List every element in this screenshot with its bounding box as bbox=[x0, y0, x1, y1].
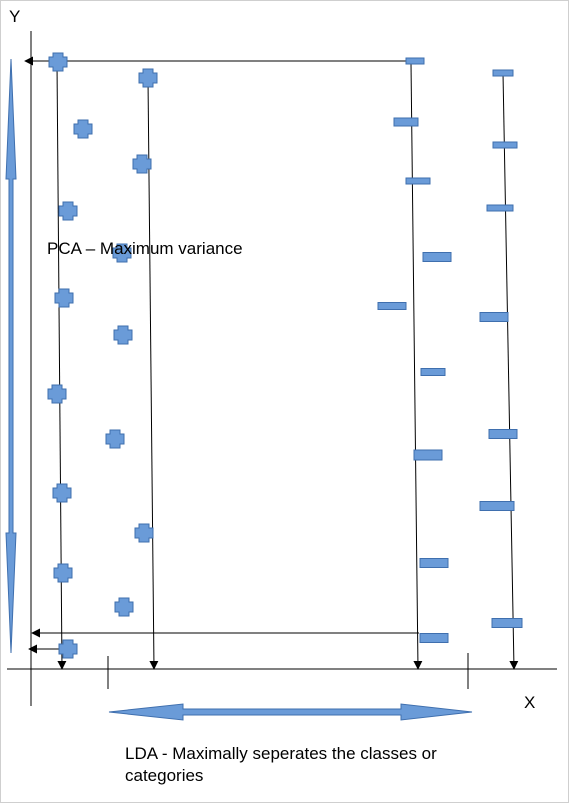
class-a-point-2 bbox=[139, 69, 157, 87]
class-b-point-2 bbox=[394, 118, 418, 126]
projection-arrow-class-b-1 bbox=[411, 63, 418, 669]
class-a-point-14 bbox=[115, 598, 133, 616]
class-b-point-10 bbox=[421, 369, 445, 376]
class-a-point-13 bbox=[54, 564, 72, 582]
class-b-point-3 bbox=[406, 178, 430, 184]
class-a-point-11 bbox=[53, 484, 71, 502]
class-b-point-9 bbox=[480, 313, 508, 322]
x-axis-label: X bbox=[524, 693, 535, 713]
projection-arrow-class-b-2 bbox=[503, 73, 514, 669]
class-b-point-1 bbox=[406, 58, 424, 64]
class-b-points bbox=[378, 58, 522, 643]
class-b-point-5 bbox=[493, 142, 517, 148]
class-a-point-12 bbox=[135, 524, 153, 542]
pca-label: PCA – Maximum variance bbox=[47, 239, 243, 259]
lda-label-line-2: categories bbox=[125, 766, 203, 786]
class-a-point-3 bbox=[74, 120, 92, 138]
y-axis-label: Y bbox=[9, 7, 20, 27]
pca-double-arrow bbox=[6, 59, 16, 653]
class-a-point-5 bbox=[59, 202, 77, 220]
class-a-point-7 bbox=[55, 289, 73, 307]
class-b-point-15 bbox=[492, 619, 522, 628]
class-a-point-4 bbox=[133, 155, 151, 173]
class-a-point-1 bbox=[49, 53, 67, 71]
class-a-point-10 bbox=[106, 430, 124, 448]
class-b-point-16 bbox=[420, 634, 448, 643]
class-b-point-12 bbox=[414, 450, 442, 460]
class-b-point-7 bbox=[423, 253, 451, 262]
lda-label-line-1: LDA - Maximally seperates the classes or bbox=[125, 744, 437, 764]
class-b-point-4 bbox=[493, 70, 513, 76]
projection-lines bbox=[25, 61, 514, 669]
class-b-point-13 bbox=[480, 502, 514, 511]
class-b-point-6 bbox=[487, 205, 513, 211]
class-b-point-11 bbox=[489, 430, 517, 439]
lda-double-arrow bbox=[109, 704, 472, 720]
class-a-point-8 bbox=[114, 326, 132, 344]
class-a-point-9 bbox=[48, 385, 66, 403]
class-a-points bbox=[48, 53, 157, 658]
class-b-point-14 bbox=[420, 559, 448, 568]
class-b-point-8 bbox=[378, 303, 406, 310]
